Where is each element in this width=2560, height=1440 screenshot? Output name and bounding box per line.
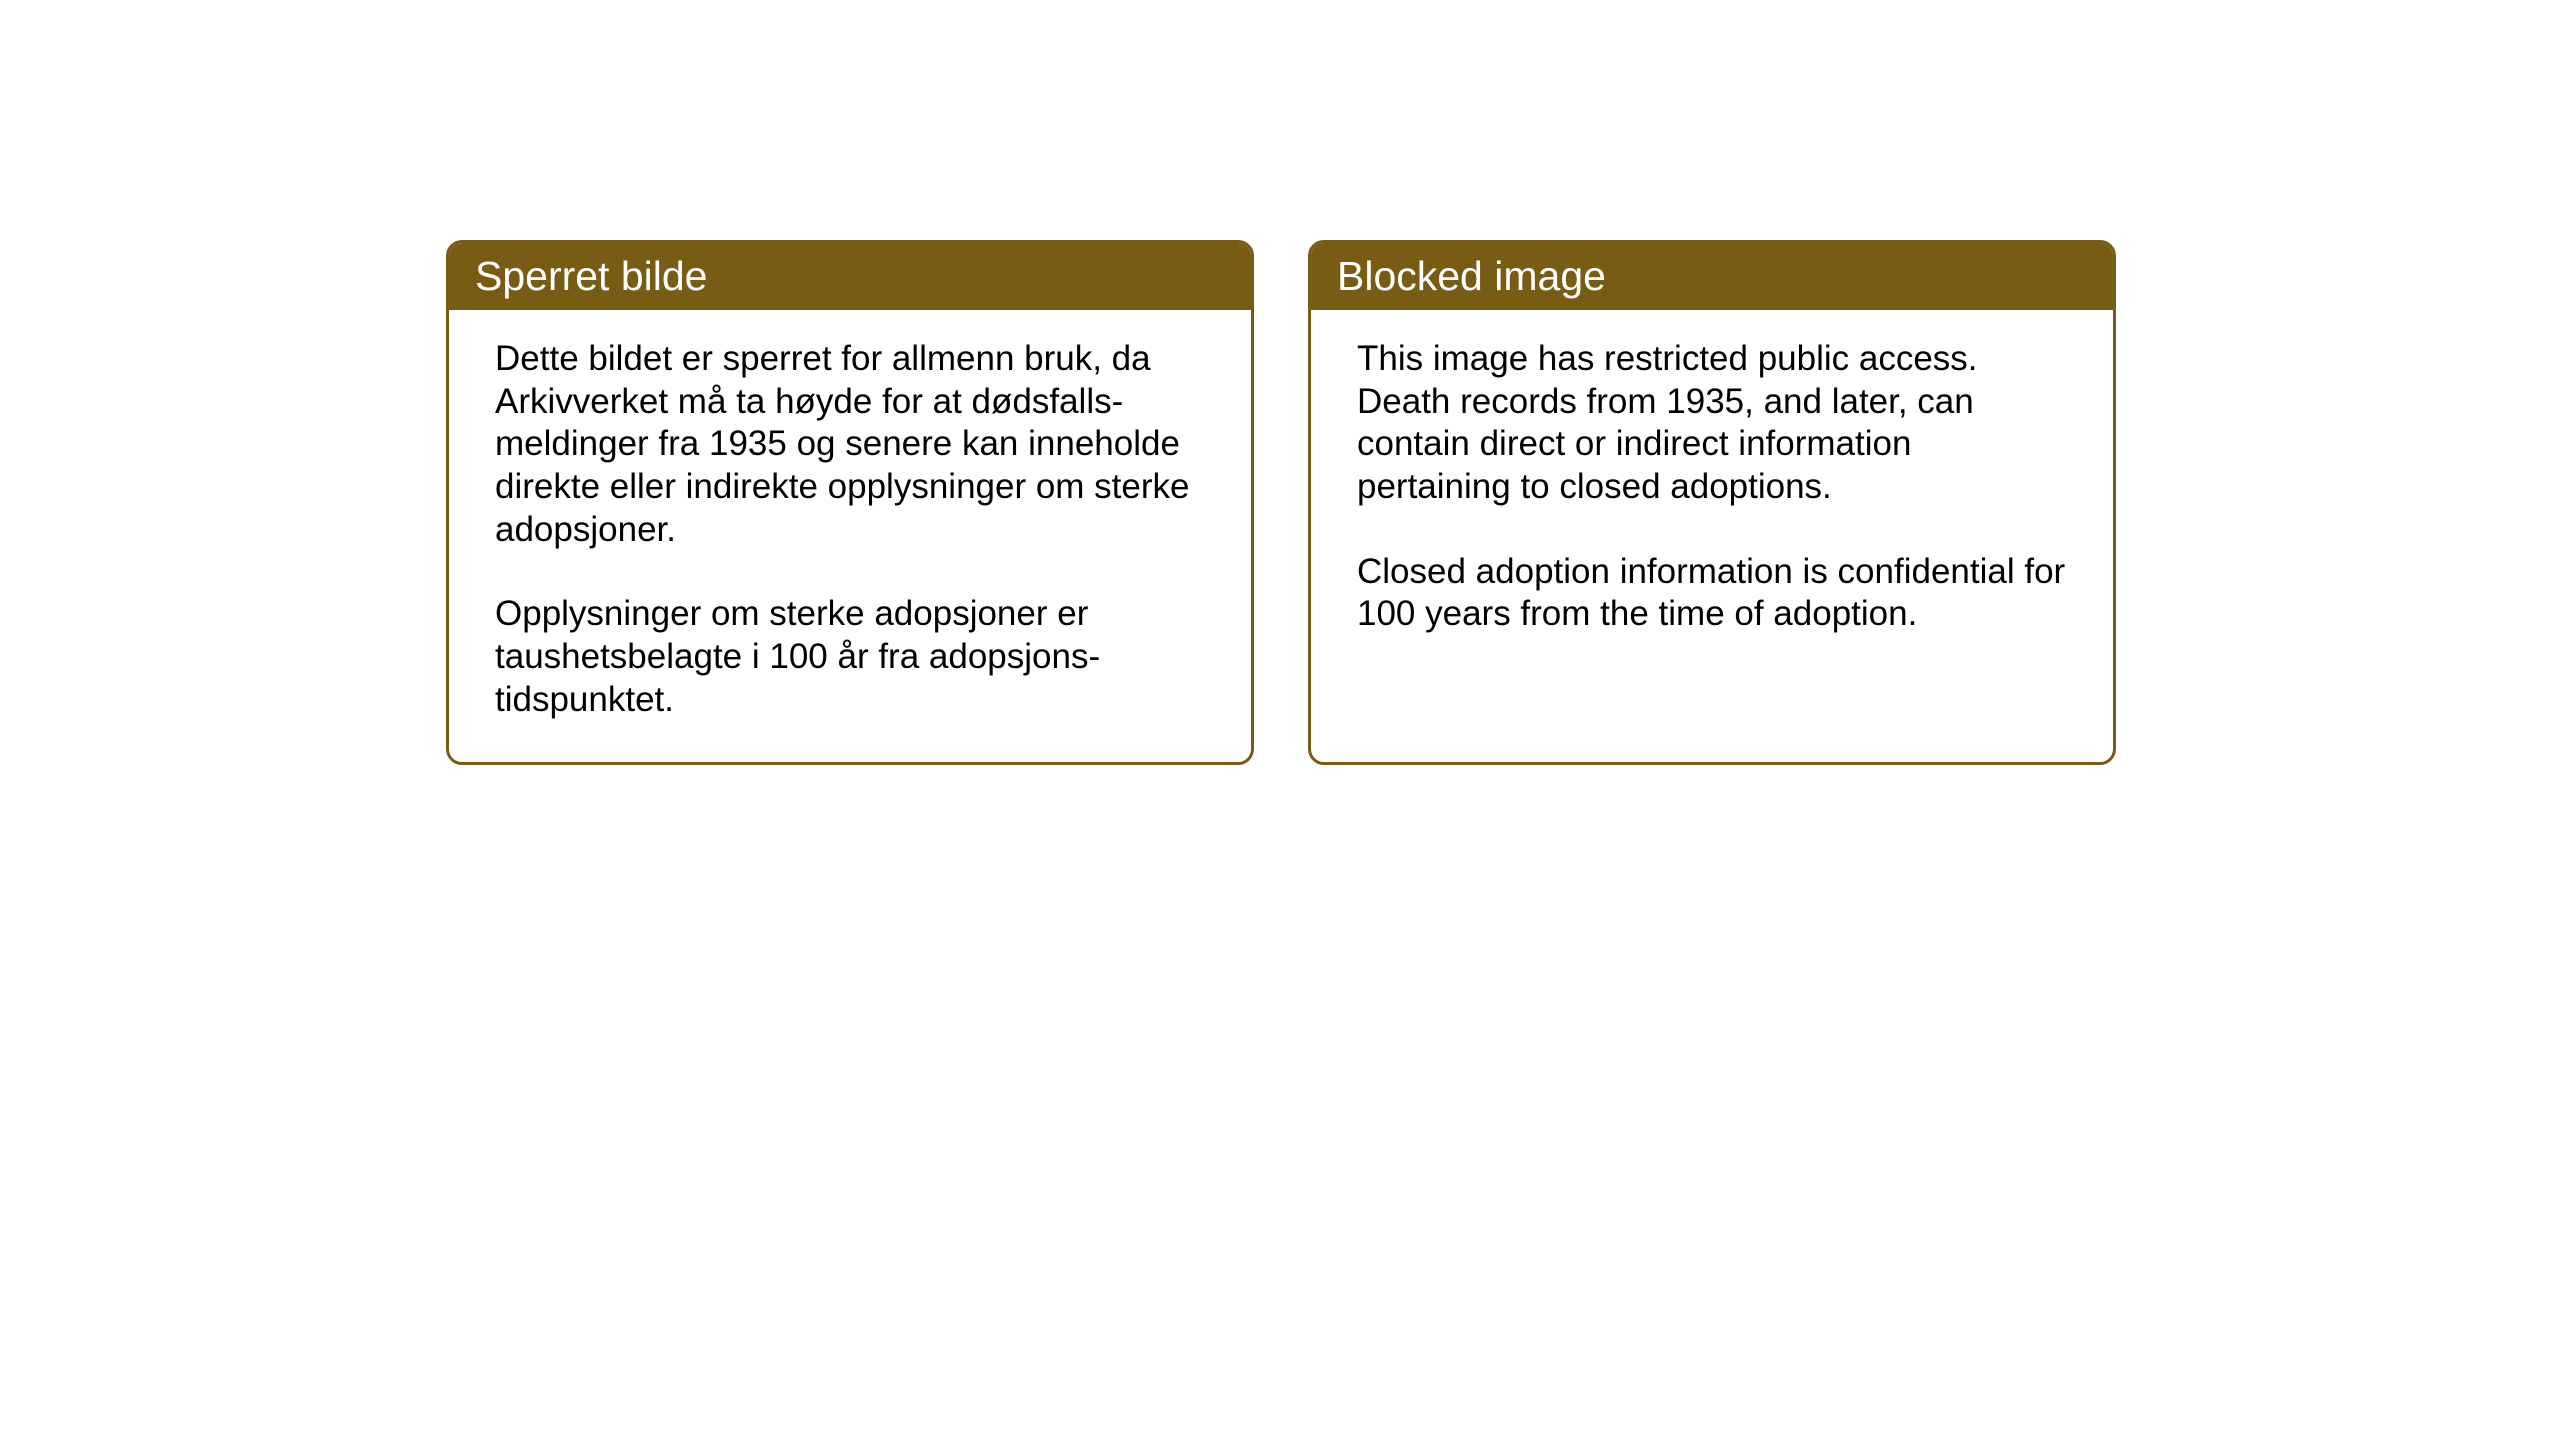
card-paragraph-1-english: This image has restricted public access.… xyxy=(1357,338,2067,509)
card-body-english: This image has restricted public access.… xyxy=(1311,310,2113,750)
card-header-norwegian: Sperret bilde xyxy=(449,243,1251,310)
card-title-english: Blocked image xyxy=(1337,253,1606,299)
card-paragraph-1-norwegian: Dette bildet er sperret for allmenn bruk… xyxy=(495,338,1205,551)
card-paragraph-2-norwegian: Opplysninger om sterke adopsjoner er tau… xyxy=(495,593,1205,721)
card-header-english: Blocked image xyxy=(1311,243,2113,310)
card-norwegian: Sperret bilde Dette bildet er sperret fo… xyxy=(446,240,1254,765)
card-english: Blocked image This image has restricted … xyxy=(1308,240,2116,765)
card-paragraph-2-english: Closed adoption information is confident… xyxy=(1357,551,2067,636)
cards-container: Sperret bilde Dette bildet er sperret fo… xyxy=(446,240,2116,765)
card-body-norwegian: Dette bildet er sperret for allmenn bruk… xyxy=(449,310,1251,762)
card-title-norwegian: Sperret bilde xyxy=(475,253,707,299)
